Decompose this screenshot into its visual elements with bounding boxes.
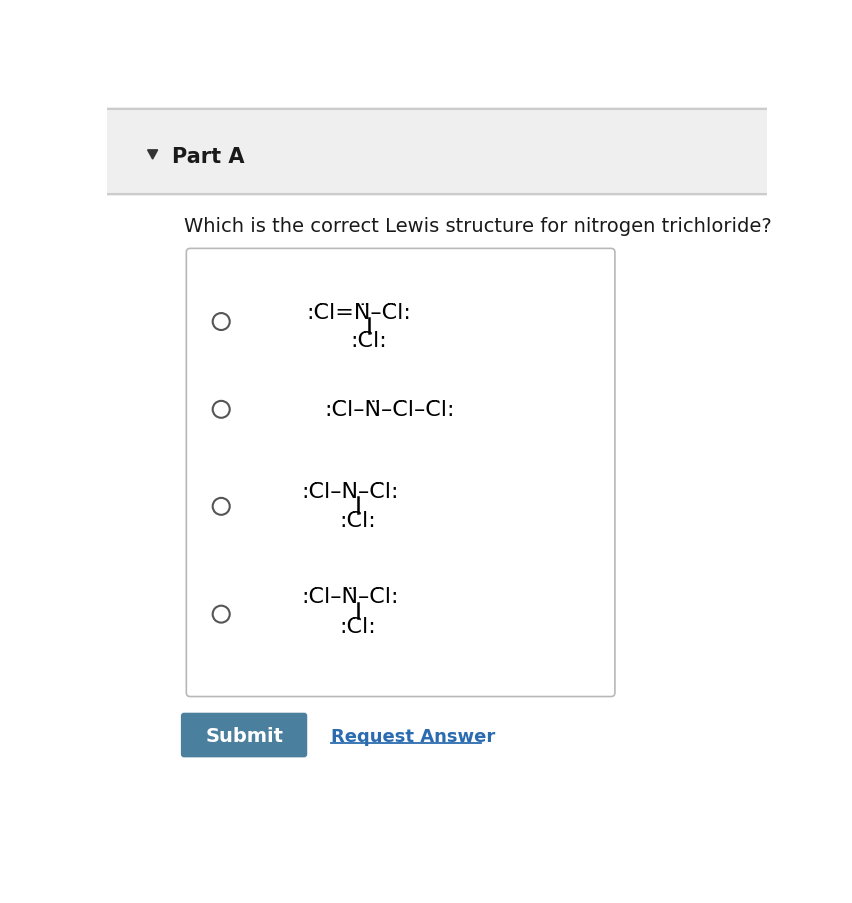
FancyBboxPatch shape (181, 712, 308, 758)
Text: :C̈l–N̈–C̈l:: :C̈l–N̈–C̈l: (302, 587, 400, 607)
Text: Part A: Part A (171, 147, 245, 167)
Text: :C̈l–N–C̈l:: :C̈l–N–C̈l: (302, 481, 400, 501)
Text: :C̈l:: :C̈l: (339, 510, 376, 531)
FancyBboxPatch shape (106, 108, 767, 197)
Text: Which is the correct Lewis structure for nitrogen trichloride?: Which is the correct Lewis structure for… (184, 217, 772, 236)
FancyBboxPatch shape (106, 108, 767, 804)
Text: :C̈l=N̈–C̈l:: :C̈l=N̈–C̈l: (306, 303, 411, 322)
FancyBboxPatch shape (187, 249, 615, 697)
Text: :C̈l:: :C̈l: (351, 330, 388, 350)
Text: Request Answer: Request Answer (331, 727, 496, 745)
Text: :C̈l–N̈–C̈l–C̈l:: :C̈l–N̈–C̈l–C̈l: (324, 400, 455, 420)
Polygon shape (147, 151, 158, 160)
Text: Submit: Submit (205, 727, 284, 746)
Text: :C̈l:: :C̈l: (339, 616, 376, 636)
